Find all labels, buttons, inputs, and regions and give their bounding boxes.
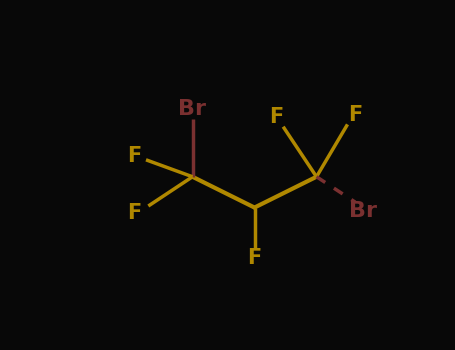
Text: Br: Br bbox=[349, 201, 377, 222]
Text: F: F bbox=[127, 203, 142, 223]
Text: F: F bbox=[127, 146, 142, 166]
Text: F: F bbox=[248, 247, 262, 268]
Text: F: F bbox=[348, 105, 362, 125]
Text: Br: Br bbox=[178, 99, 207, 119]
Text: F: F bbox=[269, 107, 283, 127]
